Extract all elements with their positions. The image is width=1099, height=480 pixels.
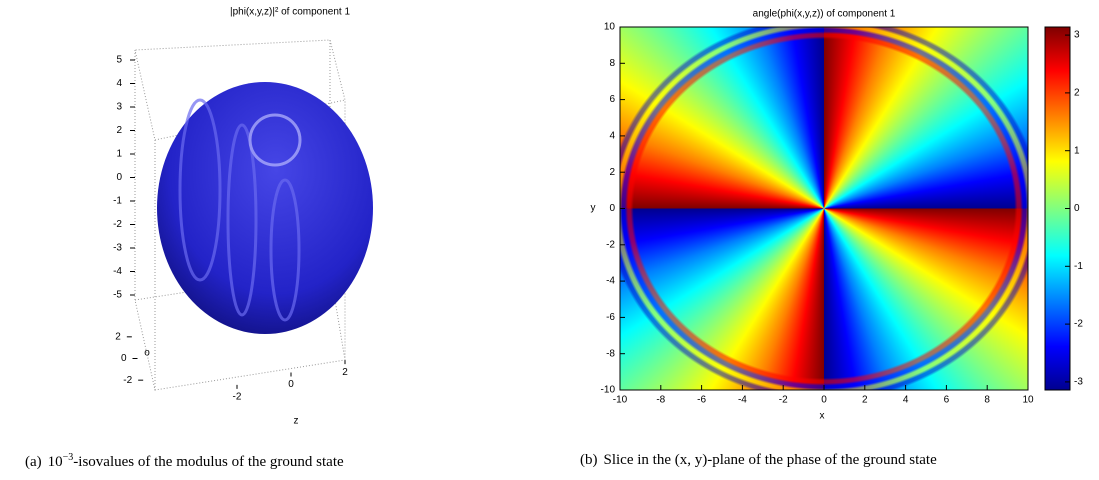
z-tick-label: -5: [113, 290, 122, 301]
z-tick-label: -3: [113, 243, 122, 254]
axis-label: x: [820, 411, 825, 422]
axis-label: z: [294, 416, 299, 427]
caption-label: (a): [25, 454, 42, 470]
y-tick-label: 10: [604, 22, 616, 33]
z-tick-label: 0: [116, 172, 122, 183]
caption-base: 10: [47, 454, 63, 470]
y-tick-label: -8: [606, 348, 615, 359]
z-tick-label: -4: [113, 266, 122, 277]
y-tick-label: 2: [115, 331, 121, 342]
y-tick-label: -2: [123, 375, 132, 386]
isosurface-pattern: [178, 98, 302, 322]
axis-label: y: [591, 203, 596, 214]
y-tick-label: -6: [606, 312, 615, 323]
colorbar-tick-label: 1: [1074, 145, 1080, 156]
axis-label: o: [144, 348, 150, 359]
x-tick-label: 2: [342, 367, 348, 378]
x-tick-label: -6: [697, 395, 706, 406]
y-tick-label: 0: [121, 353, 127, 364]
x-tick-label: -2: [779, 395, 788, 406]
y-tick-label: 2: [609, 167, 615, 178]
x-tick-label: 10: [1022, 395, 1034, 406]
y-tick-label: -10: [601, 385, 616, 396]
colorbar-tick-label: -1: [1074, 261, 1083, 272]
z-tick-label: -2: [113, 219, 122, 230]
caption: (b) Slice in the (x, y)-plane of the phas…: [580, 452, 937, 469]
chart-title: |phi(x,y,z)|² of component 1: [230, 7, 350, 18]
colorbar-tick-label: 3: [1074, 30, 1080, 41]
caption-exponent: −3: [62, 452, 74, 463]
x-tick-label: -8: [656, 395, 665, 406]
phase-ring: [620, 27, 1028, 390]
z-tick-label: 3: [116, 102, 122, 113]
y-tick-label: 6: [609, 94, 615, 105]
plot-frame: [619, 26, 1029, 391]
y-tick-label: -2: [606, 239, 615, 250]
colorbar-tick-label: -2: [1074, 319, 1083, 330]
isosurface: [157, 82, 373, 334]
z-tick-label: 2: [116, 125, 122, 136]
x-tick-label: -10: [613, 395, 628, 406]
y-tick-label: -4: [606, 276, 615, 287]
x-tick-label: 2: [862, 395, 868, 406]
colorbar-tick-label: -3: [1074, 377, 1083, 388]
caption-text: -isovalues of the modulus of the ground …: [73, 454, 344, 470]
phase-image: [620, 27, 1028, 390]
x-tick-label: 0: [288, 379, 294, 390]
colorbar-tick-label: 2: [1074, 88, 1080, 99]
x-tick-label: 0: [821, 395, 827, 406]
y-tick-label: 0: [609, 203, 615, 214]
z-tick-label: 5: [116, 55, 122, 66]
chart-title: angle(phi(x,y,z)) of component 1: [753, 9, 896, 20]
z-tick-label: 4: [116, 78, 122, 89]
x-tick-label: 4: [903, 395, 909, 406]
caption-label: (b): [580, 452, 598, 468]
x-tick-label: -2: [233, 391, 242, 402]
caption-text: Slice in the (x, y)-plane of the phase o…: [603, 452, 937, 468]
y-tick-label: 4: [609, 131, 615, 142]
x-tick-label: 8: [984, 395, 990, 406]
colorbar-tick-label: 0: [1074, 203, 1080, 214]
z-tick-label: -1: [113, 196, 122, 207]
x-tick-label: 6: [944, 395, 950, 406]
z-tick-label: 1: [116, 149, 122, 160]
y-tick-label: 8: [609, 58, 615, 69]
x-tick-label: -4: [738, 395, 747, 406]
caption: (a) 10−3-isovalues of the modulus of the …: [25, 452, 344, 471]
